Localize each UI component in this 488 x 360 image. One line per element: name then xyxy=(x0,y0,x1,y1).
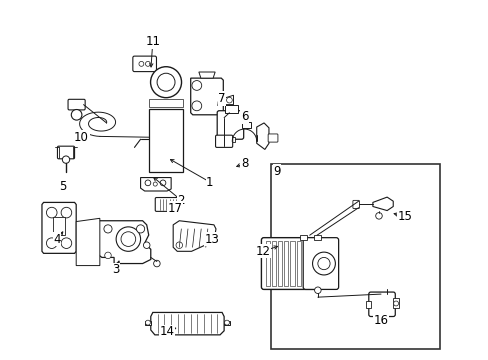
Bar xyxy=(148,136,183,143)
Circle shape xyxy=(62,156,69,163)
Circle shape xyxy=(103,225,112,233)
Text: 14: 14 xyxy=(159,325,174,338)
Circle shape xyxy=(136,225,144,233)
Text: 17: 17 xyxy=(167,202,183,215)
Circle shape xyxy=(153,260,160,267)
Circle shape xyxy=(226,97,232,103)
Bar xyxy=(148,112,183,119)
Text: 8: 8 xyxy=(240,157,248,170)
Bar xyxy=(313,235,321,240)
Polygon shape xyxy=(224,321,230,325)
Circle shape xyxy=(145,320,150,325)
Circle shape xyxy=(139,62,143,66)
Polygon shape xyxy=(372,197,392,211)
Text: 5: 5 xyxy=(60,180,67,193)
FancyBboxPatch shape xyxy=(155,198,180,211)
Bar xyxy=(290,241,294,286)
Circle shape xyxy=(61,238,72,248)
Circle shape xyxy=(71,109,81,120)
Text: 10: 10 xyxy=(74,131,89,144)
FancyBboxPatch shape xyxy=(267,134,277,142)
Bar xyxy=(278,241,282,286)
Polygon shape xyxy=(199,72,215,78)
Text: 11: 11 xyxy=(145,35,160,48)
FancyBboxPatch shape xyxy=(368,292,394,316)
FancyBboxPatch shape xyxy=(215,135,232,147)
Circle shape xyxy=(204,235,211,242)
Text: 2: 2 xyxy=(177,194,184,207)
Circle shape xyxy=(116,227,140,251)
Bar xyxy=(365,301,370,307)
Circle shape xyxy=(191,81,201,90)
Bar xyxy=(271,241,276,286)
FancyBboxPatch shape xyxy=(352,201,359,208)
Bar xyxy=(53,217,65,235)
Text: 1: 1 xyxy=(205,176,213,189)
Circle shape xyxy=(393,301,398,306)
Polygon shape xyxy=(94,221,150,264)
Polygon shape xyxy=(173,221,216,251)
Circle shape xyxy=(61,207,72,218)
Circle shape xyxy=(314,287,321,293)
Circle shape xyxy=(121,232,135,247)
FancyBboxPatch shape xyxy=(261,238,322,289)
Circle shape xyxy=(317,257,329,270)
Bar xyxy=(299,235,306,240)
Bar xyxy=(296,241,300,286)
Text: 16: 16 xyxy=(373,314,388,327)
Polygon shape xyxy=(190,78,223,115)
Bar xyxy=(265,241,269,286)
FancyBboxPatch shape xyxy=(303,238,338,289)
Bar xyxy=(148,109,183,172)
Circle shape xyxy=(145,62,150,66)
Circle shape xyxy=(150,67,181,98)
Polygon shape xyxy=(144,321,150,325)
Bar xyxy=(302,241,306,286)
Text: 12: 12 xyxy=(255,245,270,258)
Polygon shape xyxy=(140,177,171,191)
Circle shape xyxy=(191,101,201,111)
FancyBboxPatch shape xyxy=(57,146,74,159)
Polygon shape xyxy=(42,202,76,253)
Text: 4: 4 xyxy=(53,233,61,246)
Circle shape xyxy=(312,252,335,275)
Bar xyxy=(148,148,183,156)
Bar xyxy=(148,124,183,131)
Polygon shape xyxy=(256,123,268,149)
Bar xyxy=(308,241,312,286)
Circle shape xyxy=(145,180,150,186)
Circle shape xyxy=(46,238,57,248)
FancyBboxPatch shape xyxy=(133,56,156,72)
FancyBboxPatch shape xyxy=(68,99,85,110)
Text: 6: 6 xyxy=(240,110,248,123)
Bar xyxy=(228,137,234,142)
Circle shape xyxy=(104,252,111,258)
Bar xyxy=(83,235,94,247)
Text: 3: 3 xyxy=(112,263,120,276)
Bar xyxy=(225,105,237,113)
Text: 7: 7 xyxy=(218,92,225,105)
Polygon shape xyxy=(223,95,233,105)
Polygon shape xyxy=(76,218,100,266)
Polygon shape xyxy=(150,312,224,335)
Bar xyxy=(270,164,439,349)
FancyBboxPatch shape xyxy=(217,111,243,139)
Bar xyxy=(284,241,288,286)
Polygon shape xyxy=(392,298,399,309)
Circle shape xyxy=(176,242,182,248)
Bar xyxy=(148,99,183,107)
Bar xyxy=(241,122,250,128)
Circle shape xyxy=(224,320,229,325)
Circle shape xyxy=(46,207,57,218)
Text: 9: 9 xyxy=(273,165,280,177)
Circle shape xyxy=(160,180,165,186)
Text: 13: 13 xyxy=(204,233,219,246)
Circle shape xyxy=(153,182,157,186)
Circle shape xyxy=(375,213,382,219)
Circle shape xyxy=(157,73,175,91)
Circle shape xyxy=(143,242,150,248)
Text: 15: 15 xyxy=(397,210,412,223)
